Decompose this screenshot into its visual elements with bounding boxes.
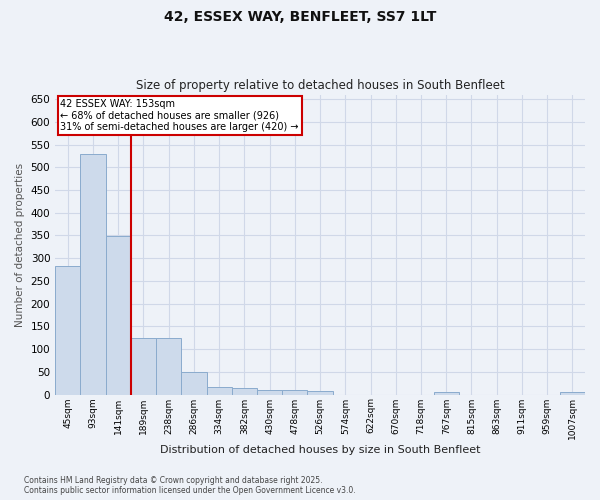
Text: Contains HM Land Registry data © Crown copyright and database right 2025.
Contai: Contains HM Land Registry data © Crown c… [24,476,356,495]
Text: 42, ESSEX WAY, BENFLEET, SS7 1LT: 42, ESSEX WAY, BENFLEET, SS7 1LT [164,10,436,24]
Y-axis label: Number of detached properties: Number of detached properties [15,162,25,326]
Title: Size of property relative to detached houses in South Benfleet: Size of property relative to detached ho… [136,79,505,92]
X-axis label: Distribution of detached houses by size in South Benfleet: Distribution of detached houses by size … [160,445,481,455]
Bar [434,392,459,394]
Bar [181,372,206,394]
Bar [131,338,156,394]
Bar [257,390,282,394]
Bar [232,388,257,394]
Bar [282,390,307,394]
Bar [80,154,106,394]
Bar [106,236,131,394]
Text: 42 ESSEX WAY: 153sqm
← 68% of detached houses are smaller (926)
31% of semi-deta: 42 ESSEX WAY: 153sqm ← 68% of detached h… [61,99,299,132]
Bar [156,338,181,394]
Bar [55,266,80,394]
Bar [307,392,332,394]
Bar [560,392,585,394]
Bar [206,387,232,394]
